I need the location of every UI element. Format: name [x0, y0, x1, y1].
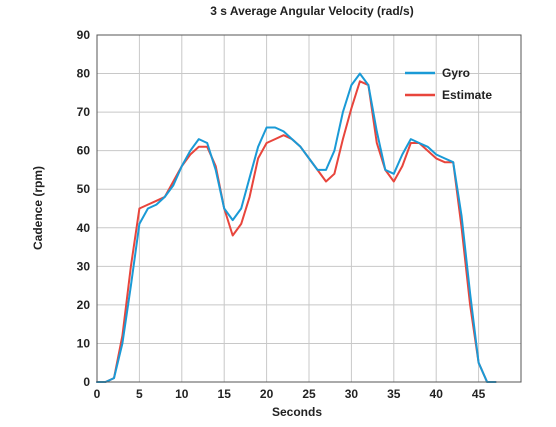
plot-frame	[96, 34, 522, 383]
legend: Gyro Estimate	[405, 66, 492, 102]
x-axis-label: Seconds	[272, 405, 322, 419]
series-lines	[96, 72, 497, 383]
x-tick-label: 0	[94, 387, 101, 401]
legend-label-estimate: Estimate	[442, 88, 492, 102]
y-tick-label: 30	[77, 259, 91, 273]
series-line-gyro	[96, 72, 497, 383]
x-tick-label: 45	[472, 387, 486, 401]
y-tick-label: 40	[77, 221, 91, 235]
x-tick-label: 20	[260, 387, 274, 401]
x-tick-label: 15	[218, 387, 232, 401]
x-tick-label: 5	[136, 387, 143, 401]
tick-labels: 0 10 20 30 40 50 60 70 80 90 0 5 10 15 20 25 30 35 40 45	[77, 28, 486, 401]
y-tick-label: 10	[77, 336, 91, 350]
y-tick-label: 20	[77, 298, 91, 312]
legend-label-gyro: Gyro	[442, 66, 470, 80]
x-tick-label: 25	[302, 387, 316, 401]
x-tick-label: 30	[345, 387, 359, 401]
x-tick-label: 40	[430, 387, 444, 401]
y-tick-label: 0	[83, 375, 90, 389]
y-axis-label: Cadence (rpm)	[31, 166, 45, 250]
grid	[97, 35, 521, 382]
x-tick-label: 35	[387, 387, 401, 401]
x-tick-label: 10	[175, 387, 189, 401]
chart-title: 3 s Average Angular Velocity (rad/s)	[210, 4, 413, 18]
y-tick-label: 90	[77, 28, 91, 42]
y-tick-label: 60	[77, 144, 91, 158]
y-tick-label: 50	[77, 182, 91, 196]
y-tick-label: 80	[77, 67, 91, 81]
y-tick-label: 70	[77, 105, 91, 119]
